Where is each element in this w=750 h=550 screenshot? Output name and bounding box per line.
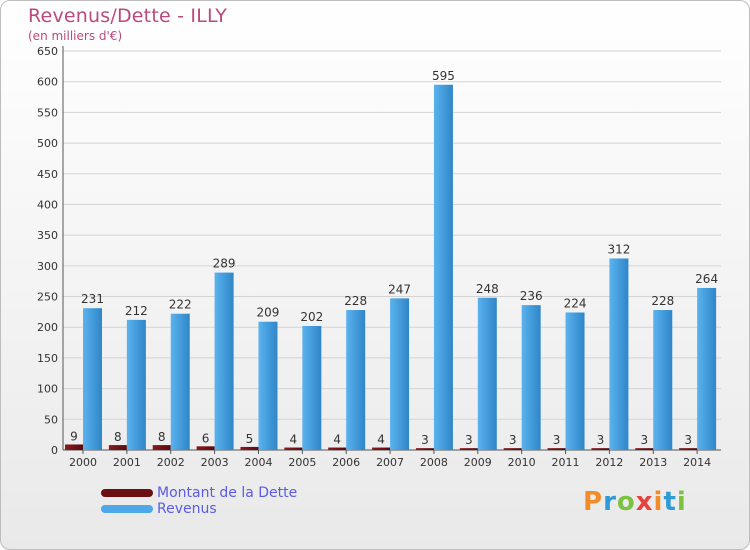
debt-label: 8 xyxy=(114,430,122,444)
revenue-bar xyxy=(521,305,541,450)
revenue-label: 224 xyxy=(564,296,587,310)
revenue-bar xyxy=(214,272,234,450)
revenue-label: 212 xyxy=(125,304,148,318)
x-tick-label: 2006 xyxy=(332,456,360,469)
revenue-bar xyxy=(433,84,453,450)
debt-bar xyxy=(240,446,259,450)
y-tick-label: 300 xyxy=(37,260,58,273)
debt-bar xyxy=(415,448,434,450)
debt-bar xyxy=(503,448,522,450)
brand-logo: Proxiti xyxy=(583,487,687,517)
y-tick-label: 100 xyxy=(37,383,58,396)
debt-bar xyxy=(679,448,698,450)
debt-bar xyxy=(635,448,654,450)
revenue-bar xyxy=(258,321,278,450)
revenue-bar xyxy=(653,310,673,450)
debt-label: 8 xyxy=(158,430,166,444)
debt-bar xyxy=(196,446,215,450)
legend-label-revenue: Revenus xyxy=(157,501,217,517)
revenue-bar xyxy=(477,297,497,450)
y-tick-label: 150 xyxy=(37,352,58,365)
x-tick-label: 2014 xyxy=(683,456,711,469)
revenue-bar xyxy=(697,287,717,450)
revenue-label: 222 xyxy=(169,298,192,312)
revenue-bar xyxy=(83,308,102,450)
x-tick-label: 2010 xyxy=(508,456,536,469)
revenue-bar xyxy=(609,258,629,450)
legend-swatch-debt xyxy=(101,489,153,497)
revenue-label: 231 xyxy=(81,292,104,306)
x-tick-label: 2001 xyxy=(113,456,141,469)
revenue-bar xyxy=(390,298,410,450)
y-tick-label: 350 xyxy=(37,229,58,242)
debt-label: 3 xyxy=(553,433,561,447)
debt-bar xyxy=(152,445,171,450)
debt-bar xyxy=(547,448,566,450)
x-tick-label: 2009 xyxy=(464,456,492,469)
revenue-bar xyxy=(302,326,322,450)
revenue-label: 202 xyxy=(300,310,323,324)
y-tick-label: 600 xyxy=(37,76,58,89)
debt-label: 4 xyxy=(290,433,298,447)
debt-label: 3 xyxy=(684,433,692,447)
debt-bar xyxy=(65,444,83,450)
x-tick-label: 2013 xyxy=(639,456,667,469)
revenue-bar xyxy=(170,313,190,450)
x-tick-label: 2011 xyxy=(552,456,580,469)
debt-label: 3 xyxy=(465,433,473,447)
revenue-label: 595 xyxy=(432,69,455,83)
y-tick-label: 50 xyxy=(44,413,58,426)
x-tick-label: 2003 xyxy=(201,456,229,469)
x-tick-label: 2002 xyxy=(157,456,185,469)
debt-label: 3 xyxy=(597,433,605,447)
x-tick-label: 2007 xyxy=(376,456,404,469)
y-tick-label: 450 xyxy=(37,168,58,181)
revenue-bar xyxy=(346,310,366,450)
y-tick-label: 550 xyxy=(37,106,58,119)
debt-label: 9 xyxy=(70,429,78,443)
x-tick-label: 2012 xyxy=(595,456,623,469)
y-tick-label: 250 xyxy=(37,291,58,304)
x-tick-label: 2008 xyxy=(420,456,448,469)
chart-subtitle: (en milliers d'€) xyxy=(28,29,123,43)
revenue-bar xyxy=(565,312,585,450)
revenue-label: 209 xyxy=(257,306,280,320)
debt-bar xyxy=(372,447,391,450)
legend-label-debt: Montant de la Dette xyxy=(157,485,298,501)
x-tick-label: 2005 xyxy=(288,456,316,469)
legend-swatch-revenue xyxy=(101,505,153,513)
debt-label: 4 xyxy=(333,433,341,447)
debt-bar xyxy=(328,447,347,450)
y-tick-label: 200 xyxy=(37,321,58,334)
debt-label: 4 xyxy=(377,433,385,447)
revenue-label: 289 xyxy=(213,257,236,271)
debt-bar xyxy=(591,448,610,450)
debt-label: 3 xyxy=(421,433,429,447)
revenue-label: 228 xyxy=(651,294,674,308)
x-tick-label: 2000 xyxy=(69,456,97,469)
revenue-label: 264 xyxy=(695,272,718,286)
debt-bar xyxy=(459,448,478,450)
debt-bar xyxy=(284,447,303,450)
revenue-label: 248 xyxy=(476,282,499,296)
y-tick-label: 400 xyxy=(37,198,58,211)
debt-label: 5 xyxy=(246,432,254,446)
revenue-label: 228 xyxy=(344,294,367,308)
debt-label: 3 xyxy=(509,433,517,447)
debt-label: 6 xyxy=(202,431,210,445)
y-tick-label: 650 xyxy=(37,45,58,58)
chart-title: Revenus/Dette - ILLY xyxy=(28,5,228,27)
revenue-label: 236 xyxy=(520,289,543,303)
revenue-bar xyxy=(126,319,146,450)
x-tick-label: 2004 xyxy=(244,456,272,469)
y-tick-label: 0 xyxy=(51,444,58,457)
revenue-label: 247 xyxy=(388,282,411,296)
revenue-label: 312 xyxy=(607,242,630,256)
debt-label: 3 xyxy=(640,433,648,447)
debt-bar xyxy=(108,445,127,450)
y-tick-label: 500 xyxy=(37,137,58,150)
